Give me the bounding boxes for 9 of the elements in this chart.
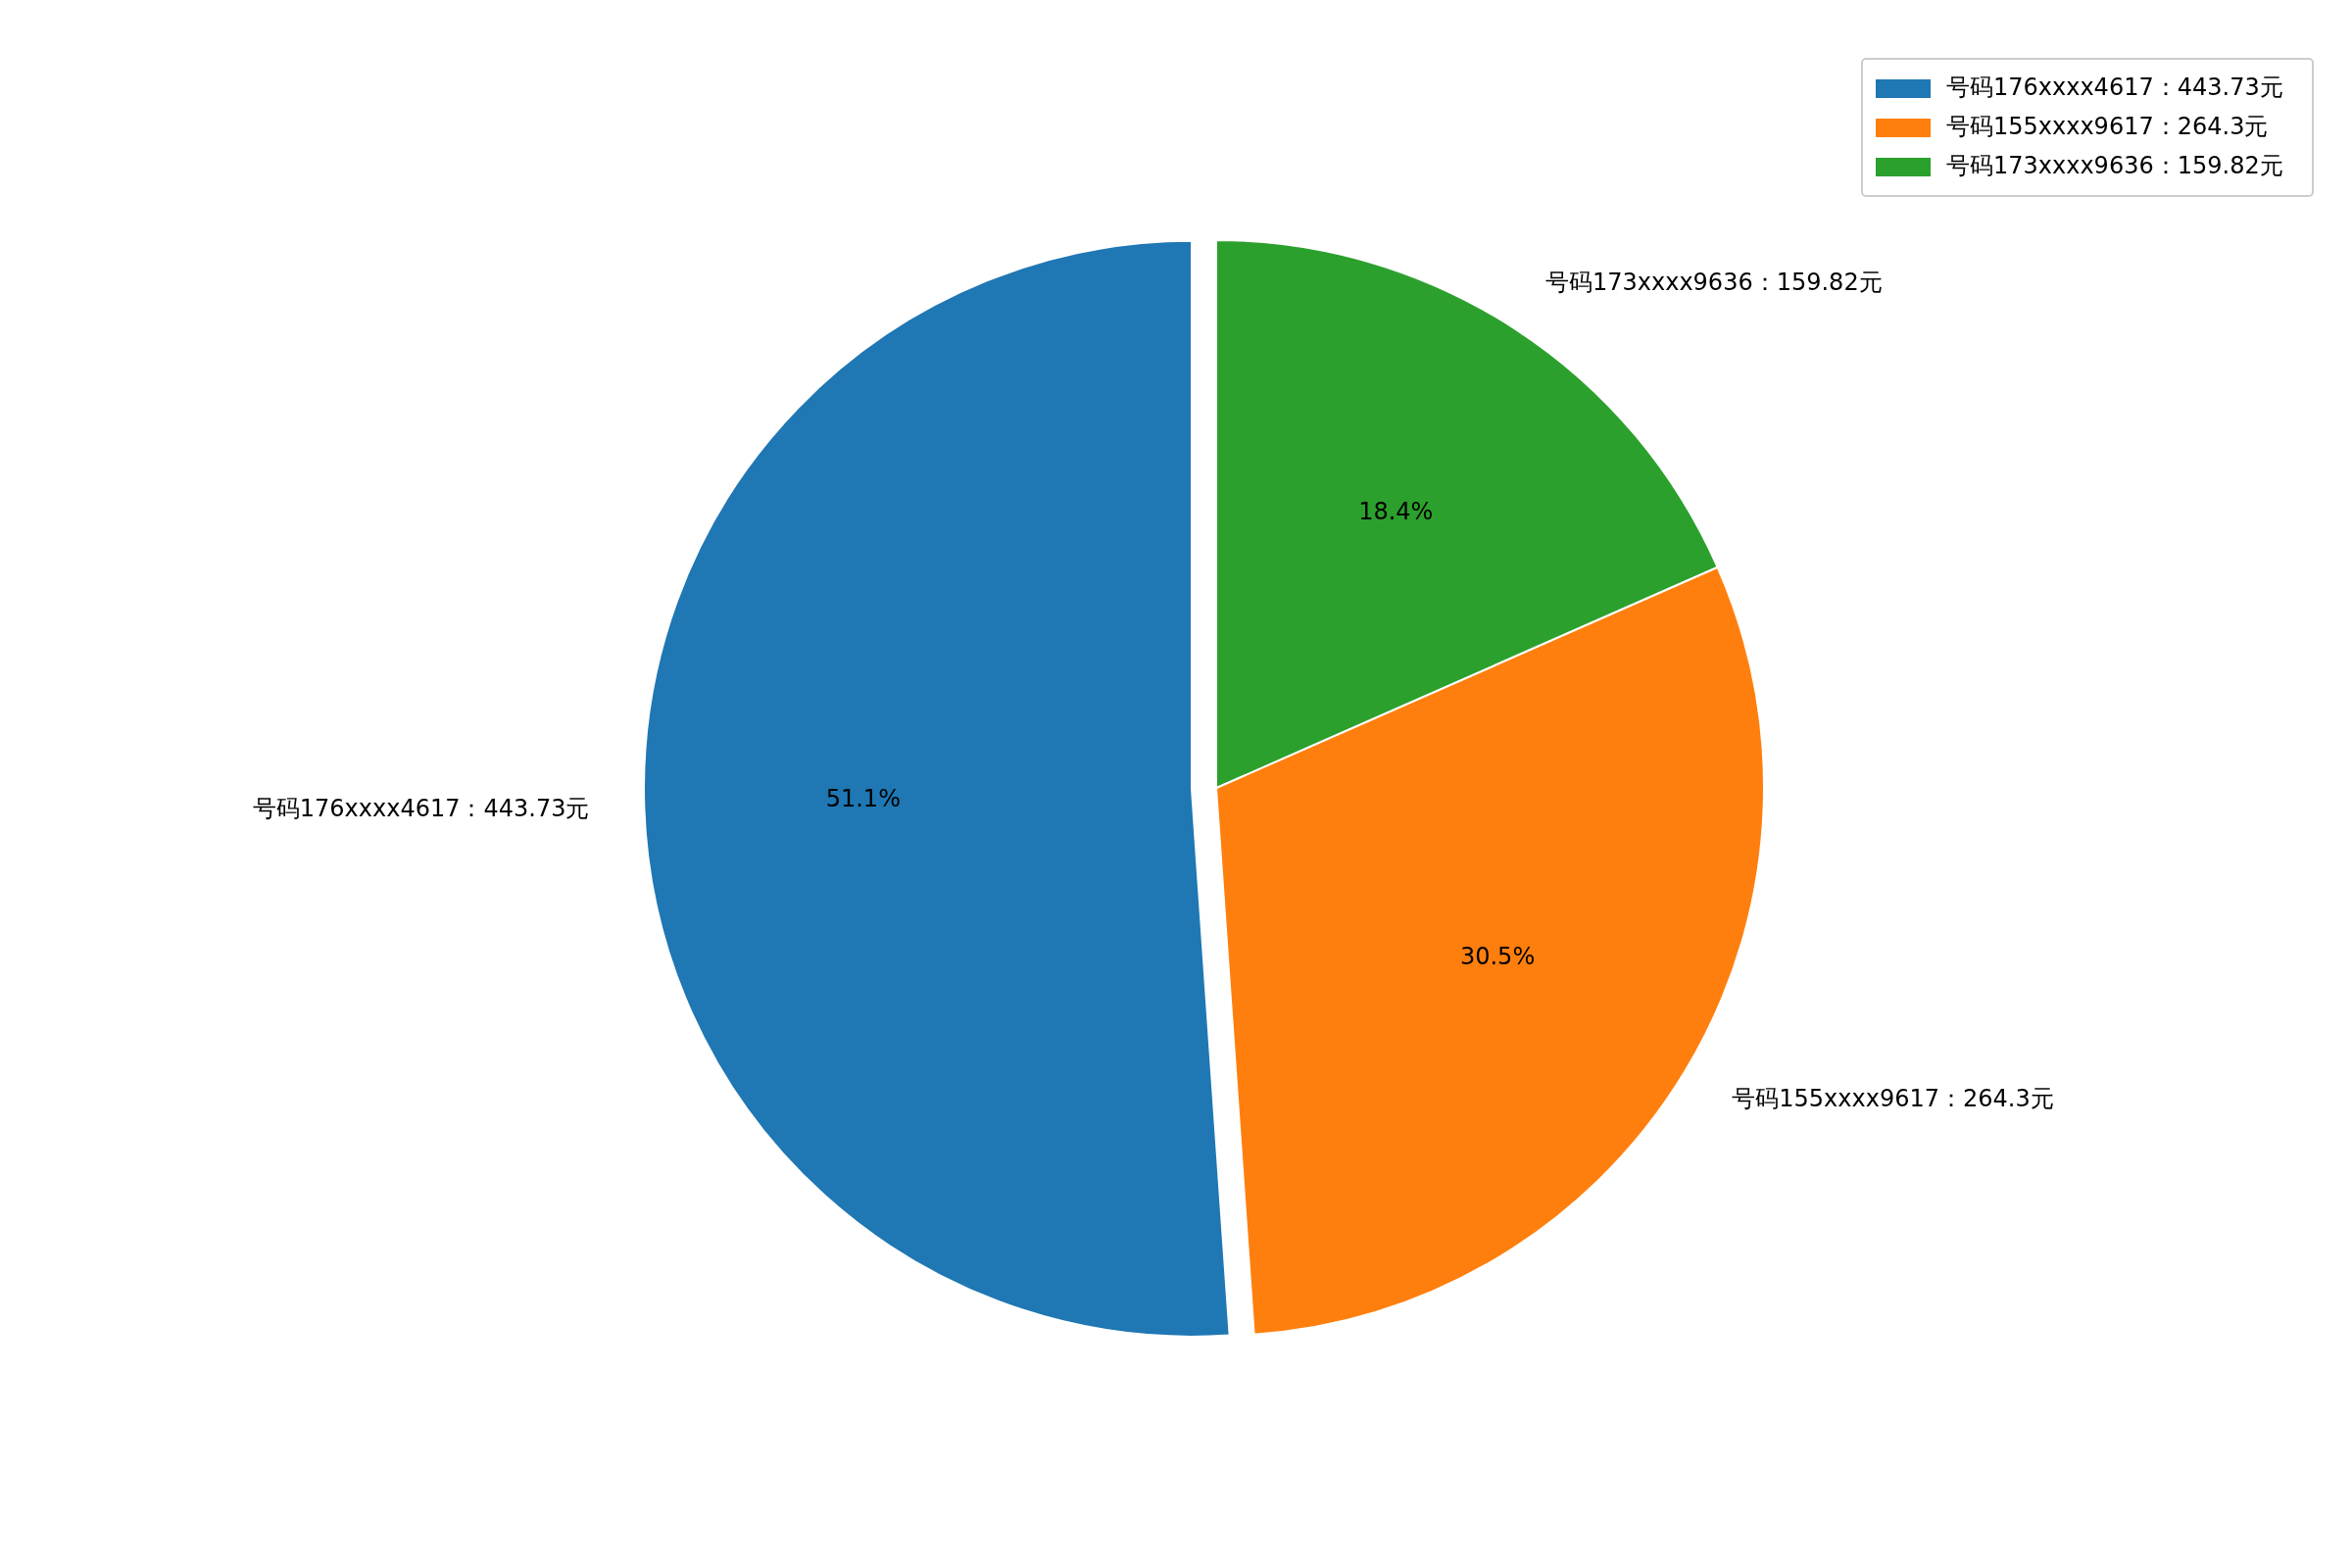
legend-label: 号码155xxxx9617：264.3元 — [1946, 113, 2269, 140]
data-label: 18.4% — [1358, 498, 1434, 526]
slice-label: 号码155xxxx9617：264.3元 — [1732, 1084, 2054, 1112]
legend-label: 号码173xxxx9636：159.82元 — [1946, 152, 2283, 179]
slice-label: 号码176xxxx4617：443.73元 — [252, 795, 590, 823]
slice-label: 号码173xxxx9636：159.82元 — [1544, 269, 1883, 296]
data-label: 51.1% — [825, 785, 901, 813]
legend-label: 号码176xxxx4617：443.73元 — [1946, 74, 2283, 101]
data-label: 30.5% — [1459, 943, 1536, 971]
